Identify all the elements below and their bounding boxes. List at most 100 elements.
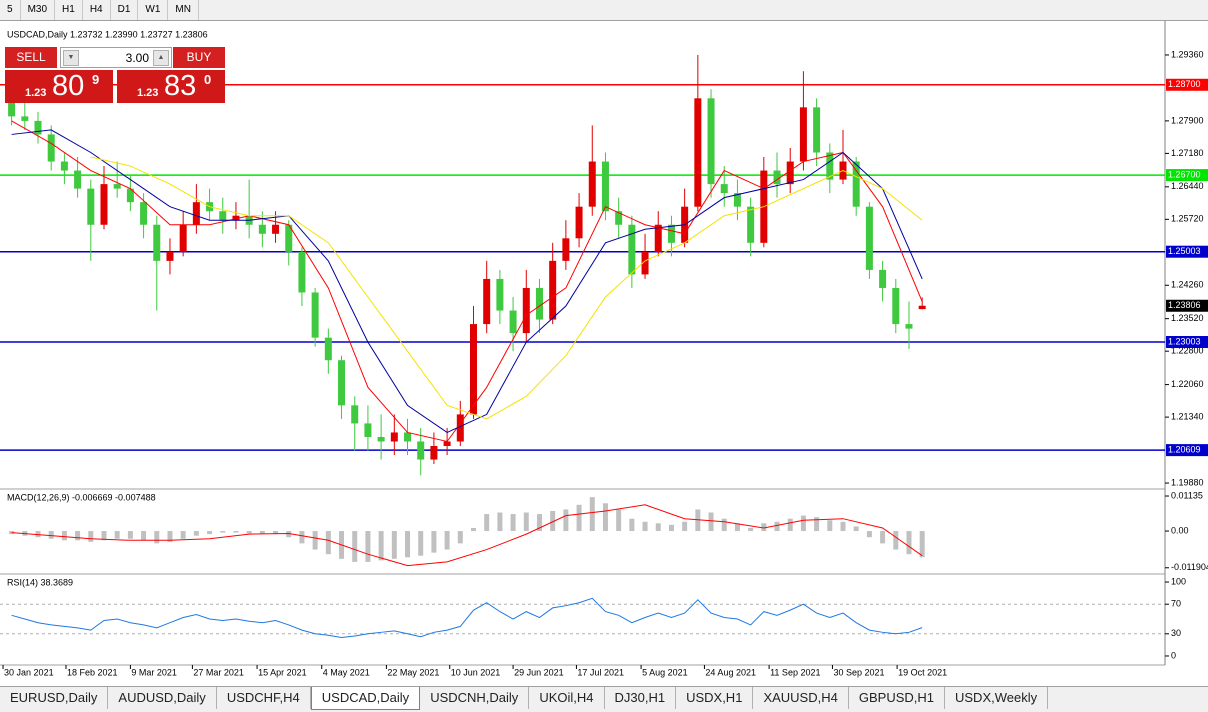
candle-body [694,98,702,207]
timeframe-button[interactable]: 5 [0,0,21,20]
chart-tab[interactable]: XAUUSD,H4 [753,687,849,709]
y-tick-label: 30 [1171,628,1181,638]
chart-tab[interactable]: USDX,H1 [676,687,754,709]
timeframe-button[interactable]: MN [168,0,199,20]
lot-down[interactable]: ▼ [63,50,79,66]
candle-body [219,211,227,221]
candle-body [311,292,319,338]
macd-title: MACD(12,26,9) -0.006669 -0.007488 [7,492,156,502]
timeframe-toolbar: 5 M30 H1 H4 D1 W1 MN [0,0,1208,21]
candle-body [720,184,728,194]
last-price-label: 1.23806 [1168,300,1201,310]
histogram-bar [259,531,265,535]
y-tick-label: 1.27180 [1171,148,1204,158]
chart-tab[interactable]: USDCNH,Daily [420,687,530,709]
histogram-bar [154,531,160,544]
x-tick-label: 5 Aug 2021 [642,667,688,677]
candle-body [615,211,623,225]
candle-body [126,188,134,203]
chart-tab[interactable]: GBPUSD,H1 [849,687,945,709]
chart-tab[interactable]: UKOil,H4 [529,687,605,709]
histogram-bar [233,531,239,533]
x-tick-label: 30 Sep 2021 [833,667,884,677]
histogram-bar [550,510,556,532]
timeframe-button[interactable]: H4 [83,0,111,20]
candle-body [443,441,451,447]
x-tick-label: 4 May 2021 [323,667,370,677]
histogram-bar [75,531,81,541]
timeframe-button[interactable]: W1 [138,0,169,20]
histogram-bar [906,531,912,555]
histogram-bar [800,515,806,532]
chart-tab[interactable]: EURUSD,Daily [0,687,109,709]
x-tick-label: 11 Sep 2021 [770,667,820,677]
histogram-bar [774,521,780,532]
y-tick-label: 1.25720 [1171,214,1204,224]
candle-body [892,287,900,325]
last-price-bg [1166,299,1208,312]
candle-body [47,134,55,162]
candle-body [588,161,596,207]
y-tick-label: 1.27900 [1171,115,1204,125]
ask-price[interactable]: 1.23 83 0 [117,70,225,103]
candle-body [879,269,887,288]
y-tick-label: 1.19880 [1171,477,1204,487]
y-tick-label: 0.01135 [1171,490,1203,500]
level-label-bg [1166,169,1208,182]
histogram-bar [246,531,252,534]
histogram-bar [734,523,740,532]
candle-body [430,446,438,460]
histogram-bar [708,512,714,532]
histogram-bar [220,531,226,533]
buy-button[interactable]: BUY [173,47,225,68]
candle-body [641,251,649,275]
chart-tab[interactable]: USDCHF,H4 [217,687,311,709]
price-big: 83 [164,70,197,102]
candle-body [140,202,148,225]
histogram-bar [405,531,411,558]
y-tick-label: -0.011904 [1171,562,1208,572]
histogram-bar [127,531,133,539]
lot-input[interactable]: ▼ 3.00 ▲ [60,47,172,68]
chart-tab[interactable]: USDCAD,Daily [310,687,421,710]
candle-body [496,278,504,311]
moving-average [11,129,923,434]
y-tick-label: 1.24260 [1171,280,1204,290]
candle-body [469,324,477,415]
histogram-bar [444,531,450,550]
candle-body [601,161,609,212]
x-tick-label: 22 May 2021 [387,667,439,677]
histogram-bar [629,518,635,532]
chart-tab[interactable]: AUDUSD,Daily [108,687,217,709]
timeframe-button[interactable]: D1 [111,0,139,20]
sell-button[interactable]: SELL [5,47,57,68]
histogram-bar [167,531,173,542]
lot-up[interactable]: ▲ [153,50,169,66]
timeframe-button[interactable]: M30 [21,0,56,20]
histogram-bar [682,521,688,532]
x-tick-label: 24 Aug 2021 [705,667,756,677]
candle-body [21,116,29,121]
candle-body [364,423,372,437]
histogram-bar [61,531,67,541]
y-tick-label: 1.22800 [1171,346,1204,356]
candle-body [179,224,187,252]
candle-body [417,441,425,460]
x-tick-label: 29 Jun 2021 [514,667,564,677]
candle-body [192,202,200,225]
histogram-bar [497,512,503,532]
chart-title: USDCAD,Daily 1.23732 1.23990 1.23727 1.2… [7,29,208,39]
y-tick-label: 100 [1171,576,1186,586]
chart-tab[interactable]: USDX,Weekly [945,687,1049,709]
timeframe-button[interactable]: H1 [55,0,83,20]
lot-value: 3.00 [125,51,149,65]
histogram-bar [418,531,424,556]
chart-tab[interactable]: DJ30,H1 [605,687,677,709]
bid-price[interactable]: 1.23 80 9 [5,70,113,103]
histogram-bar [141,531,147,541]
chart-background [0,21,1208,686]
level-label: 1.25003 [1168,246,1201,256]
histogram-bar [748,527,754,532]
histogram-bar [523,512,529,532]
